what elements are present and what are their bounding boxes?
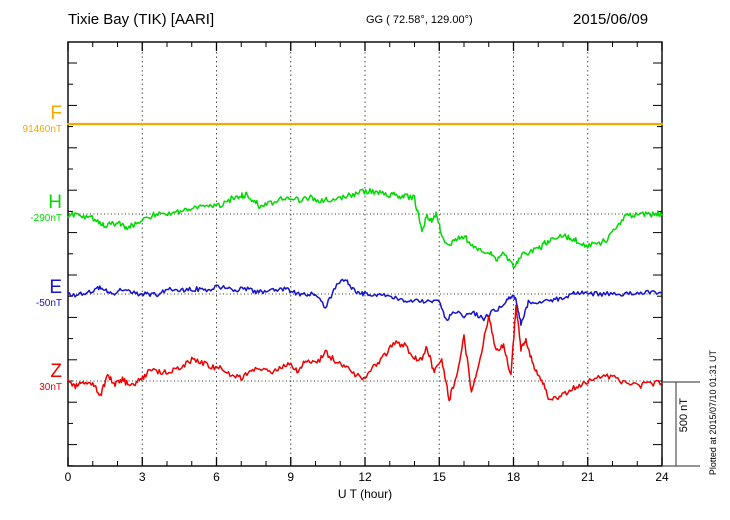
trace-h xyxy=(67,187,663,269)
plot-timestamp: Plotted at 2015/07/10 01:31 UT xyxy=(708,350,718,476)
component-label-f: F 91460nT xyxy=(0,104,62,135)
xtick-label: 0 xyxy=(64,470,72,484)
scale-bar xyxy=(662,381,700,467)
component-letter-h: H xyxy=(48,192,62,213)
xtick-label: 15 xyxy=(432,470,446,484)
component-value-z: 30nT xyxy=(39,382,62,393)
xtick-label: 18 xyxy=(506,470,521,484)
xtick-label: 21 xyxy=(581,470,595,484)
component-letter-e: E xyxy=(49,277,62,298)
component-traces xyxy=(66,122,664,402)
xtick-label: 24 xyxy=(655,470,669,484)
observation-date: 2015/06/09 xyxy=(573,11,649,28)
component-letter-z: Z xyxy=(50,361,62,382)
component-value-h: -290nT xyxy=(30,213,62,224)
xtick-label: 3 xyxy=(138,470,146,484)
component-label-h: H -290nT xyxy=(0,193,62,224)
component-value-e: -50nT xyxy=(35,298,62,309)
x-axis-title: U T (hour) xyxy=(337,487,393,501)
component-value-f: 91460nT xyxy=(22,124,62,135)
component-letter-f: F xyxy=(50,103,62,124)
xtick-label: 9 xyxy=(287,470,295,484)
component-label-z: Z 30nT xyxy=(0,362,62,393)
geographic-coordinates: GG ( 72.58°, 129.00°) xyxy=(366,14,473,26)
x-axis-ticks xyxy=(67,42,663,466)
xtick-label: 12 xyxy=(358,470,372,484)
trace-z xyxy=(67,304,663,402)
xtick-label: 6 xyxy=(213,470,220,484)
scale-bar-label: 500 nT xyxy=(678,398,690,433)
plot-border xyxy=(67,41,663,467)
station-title: Tixie Bay (TIK) [AARI] xyxy=(68,11,215,28)
vertical-gridlines xyxy=(141,43,589,465)
plot-frame xyxy=(67,41,663,467)
component-label-e: E -50nT xyxy=(0,278,62,309)
trace-e xyxy=(67,278,663,326)
